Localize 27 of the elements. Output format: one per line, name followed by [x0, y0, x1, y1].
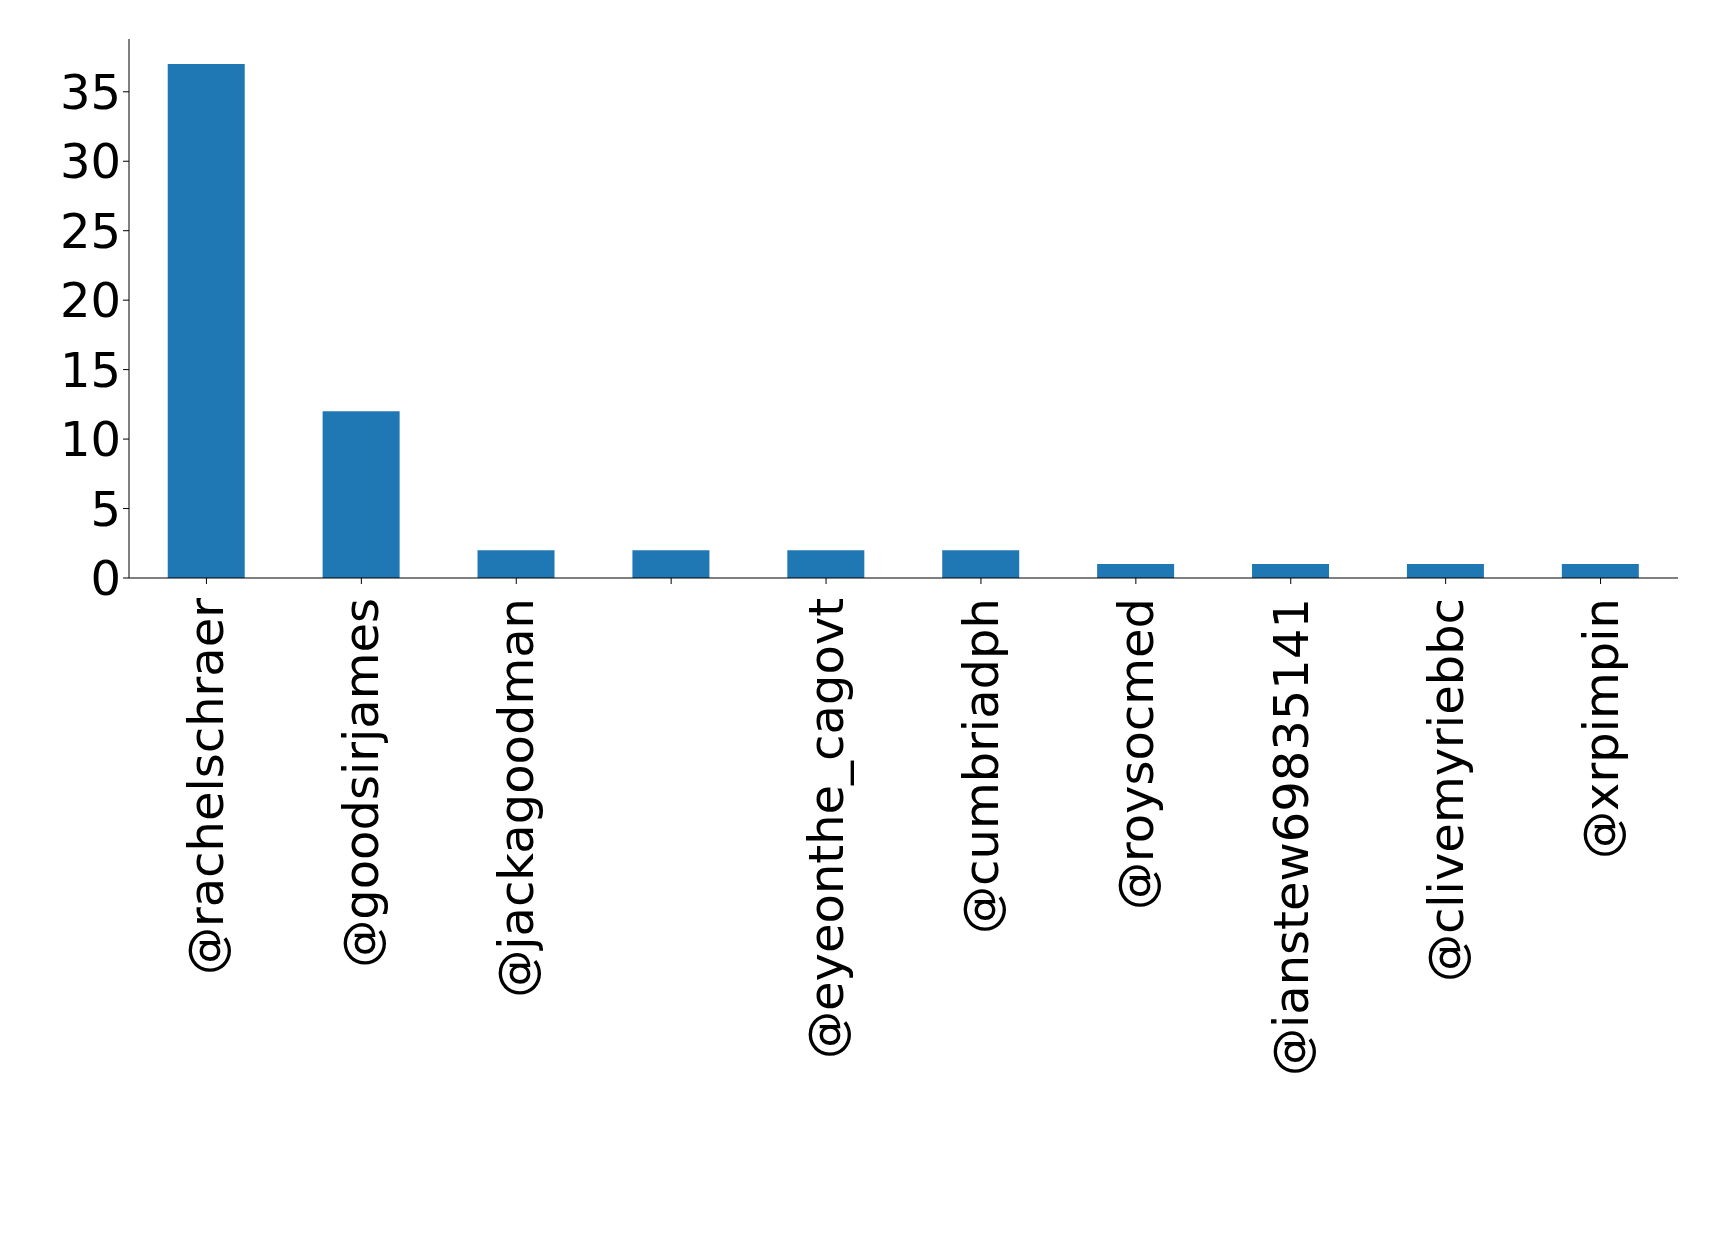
bar: [1406, 564, 1484, 578]
y-tick-label: 30: [59, 133, 121, 190]
x-tick-label: @clivemyriebbc: [1417, 598, 1474, 983]
bar: [167, 64, 245, 578]
bar: [1252, 564, 1330, 578]
bar: [1561, 564, 1639, 578]
x-tick-label: @roysocmed: [1107, 598, 1164, 910]
bar: [322, 411, 400, 578]
y-tick-label: 5: [90, 480, 121, 537]
y-tick-label: 35: [59, 63, 121, 120]
bar: [942, 550, 1020, 578]
bar: [632, 550, 710, 578]
x-tick-label: @cumbriadph: [952, 598, 1009, 934]
x-tick-label: @jackagoodman: [488, 598, 545, 998]
bar: [787, 550, 865, 578]
x-tick-label: @eyeonthe_cagovt: [798, 598, 855, 1059]
y-tick-label: 25: [59, 202, 121, 259]
x-tick-label: @xrpimpin: [1572, 598, 1629, 859]
y-tick-label: 0: [90, 550, 121, 607]
y-tick-label: 10: [59, 411, 121, 468]
y-tick-label: 20: [59, 272, 121, 329]
bar: [1097, 564, 1175, 578]
y-tick-label: 15: [59, 341, 121, 398]
x-tick-label: @goodsirjames: [333, 598, 390, 968]
bar: [477, 550, 555, 578]
x-tick-label: @ianstew69835141: [1262, 598, 1319, 1077]
x-tick-label: @rachelschraer: [178, 597, 235, 976]
